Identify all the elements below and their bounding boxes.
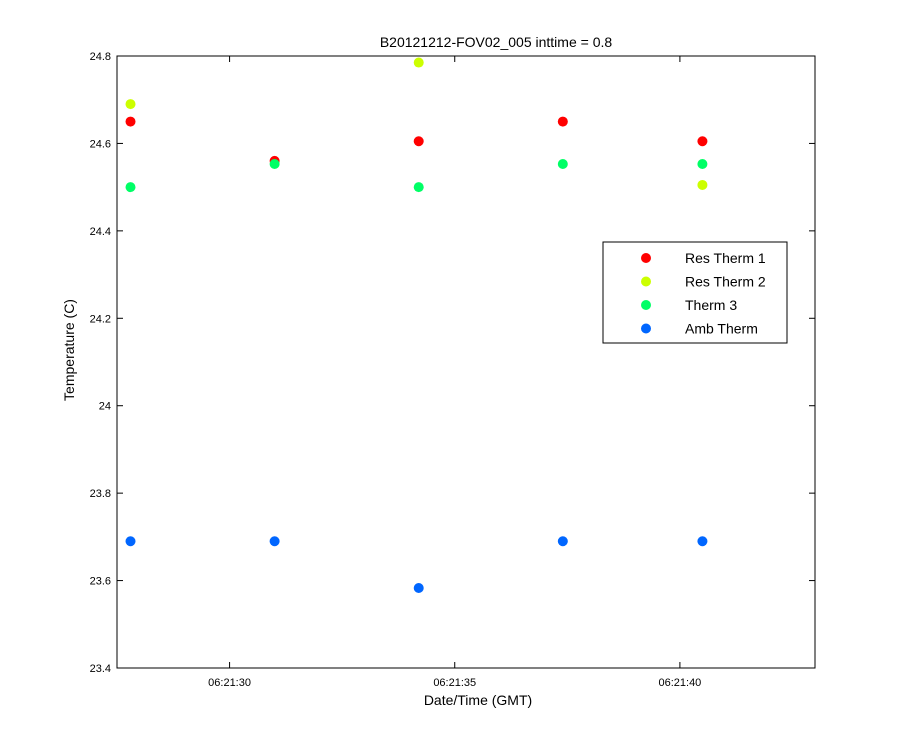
x-axis-title: Date/Time (GMT) — [424, 692, 532, 708]
data-point — [269, 158, 280, 169]
y-tick-label: 24.8 — [90, 51, 111, 63]
legend-label: Res Therm 1 — [685, 250, 766, 266]
data-point — [697, 536, 708, 547]
data-points — [125, 57, 708, 594]
data-point — [557, 536, 568, 547]
y-tick-label: 24.2 — [90, 313, 111, 325]
y-tick-label: 23.4 — [90, 663, 111, 675]
data-point — [413, 136, 424, 147]
y-tick-label: 24.6 — [90, 138, 111, 150]
data-point — [697, 158, 708, 169]
data-point — [125, 536, 136, 547]
legend-label: Amb Therm — [685, 321, 758, 337]
legend-marker — [641, 276, 651, 287]
legend-items: Res Therm 1 Res Therm 2 Therm 3 Amb Therm — [641, 250, 766, 337]
y-axis-title: Temperature (C) — [61, 299, 77, 401]
data-point — [413, 182, 424, 193]
y-tick-label: 23.6 — [90, 576, 111, 588]
x-tick-label: 06:21:30 — [208, 677, 251, 689]
data-point — [125, 116, 136, 127]
data-point — [125, 99, 136, 110]
data-point — [413, 583, 424, 594]
data-point — [269, 536, 280, 547]
legend-box — [602, 241, 788, 344]
x-tick-label: 06:21:35 — [433, 677, 476, 689]
legend-marker — [641, 300, 651, 310]
legend-label: Therm 3 — [685, 297, 737, 313]
data-point — [697, 136, 708, 147]
plot-area — [116, 55, 816, 669]
data-point — [413, 57, 424, 68]
y-tick-label: 24 — [99, 401, 111, 413]
chart-title: B20121212-FOV02_005 inttime = 0.8 — [380, 34, 613, 50]
legend-marker — [641, 253, 651, 263]
legend: Res Therm 1 Res Therm 2 Therm 3 Amb Therm — [602, 241, 788, 344]
x-tick-label: 06:21:40 — [658, 677, 701, 689]
legend-marker — [641, 323, 651, 334]
data-point — [697, 179, 708, 190]
data-point — [557, 158, 568, 169]
legend-label: Res Therm 2 — [685, 274, 766, 290]
y-tick-label: 23.8 — [90, 488, 111, 500]
axis-ticks: 23.4 23.6 23.8 24 24.2 24.4 24.6 24.8 06:21:30 06… — [90, 51, 815, 689]
data-point — [557, 116, 568, 127]
data-point — [125, 182, 136, 193]
y-tick-label: 24.4 — [90, 226, 111, 238]
